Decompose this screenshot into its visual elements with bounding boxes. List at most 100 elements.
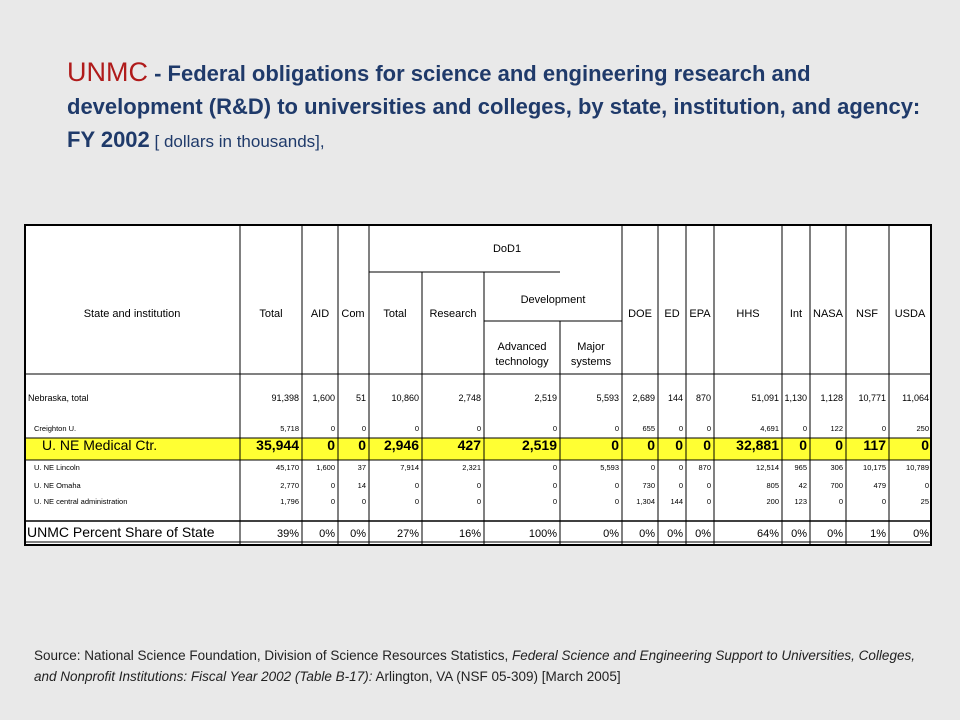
table-cell: 2,321	[462, 463, 481, 472]
row-name: U. NE Omaha	[34, 481, 82, 490]
header-hhs: HHS	[736, 308, 759, 320]
table-cell: 0	[327, 437, 335, 453]
table-cell: 0	[362, 424, 366, 433]
table-cell: 655	[642, 424, 655, 433]
header-total: Total	[259, 308, 282, 320]
table-cell: 0	[921, 437, 929, 453]
table-cell: 0	[331, 424, 335, 433]
table-cell: 0	[331, 497, 335, 506]
table-cell: 27%	[397, 528, 419, 540]
table-cell: 2,689	[632, 393, 655, 403]
row-name: U. NE Lincoln	[34, 463, 80, 472]
table-cell: 0%	[667, 528, 683, 540]
table-cell: 16%	[459, 528, 481, 540]
table-cell: 0%	[603, 528, 619, 540]
table-cell: 0	[362, 497, 366, 506]
table-cell: 10,175	[863, 463, 886, 472]
header-nasa: NASA	[813, 308, 844, 320]
source-note: Source: National Science Foundation, Div…	[34, 645, 924, 687]
title-unmc: UNMC	[67, 57, 148, 87]
table-cell: 1%	[870, 528, 886, 540]
table-cell: 0	[925, 481, 929, 490]
table-cell: 25	[921, 497, 929, 506]
table-cell: 0	[799, 437, 807, 453]
table-cell: 1,130	[784, 393, 807, 403]
table-cell: 1,128	[820, 393, 843, 403]
table-cell: 0	[707, 497, 711, 506]
table-cell: 2,519	[522, 437, 557, 453]
table-cell: 10,860	[391, 393, 419, 403]
header-technology: technology	[495, 356, 549, 368]
table-cell: 11,064	[902, 393, 929, 403]
header-advanced: Advanced	[498, 341, 547, 353]
table-cell: 0	[647, 437, 655, 453]
table-cell: 0	[675, 437, 683, 453]
table-cell: 0	[615, 497, 619, 506]
table-cell: 0%	[319, 528, 335, 540]
table-cell: 0	[882, 497, 886, 506]
row-name: U. NE central administration	[34, 497, 127, 506]
table-cell: 0%	[350, 528, 366, 540]
slide-title: UNMC - Federal obligations for science a…	[67, 56, 927, 158]
table-cell: 870	[698, 463, 711, 472]
table-cell: 0%	[639, 528, 655, 540]
table-cell: 700	[830, 481, 843, 490]
header-aid: AID	[311, 308, 329, 320]
table-cell: 32,881	[736, 437, 779, 453]
table-cell: 10,789	[906, 463, 929, 472]
table-cell: 122	[830, 424, 843, 433]
header-ed: ED	[664, 308, 679, 320]
row-name: U. NE Medical Ctr.	[42, 437, 157, 453]
table-cell: 0	[835, 437, 843, 453]
table-cell: 0	[331, 481, 335, 490]
header-epa: EPA	[689, 308, 711, 320]
table-cell: 0	[679, 463, 683, 472]
table-cell: 45,170	[276, 463, 299, 472]
table-cell: 42	[799, 481, 807, 490]
table-cell: 1,600	[316, 463, 335, 472]
title-units: [ dollars in thousands],	[149, 132, 325, 151]
source-suffix: Arlington, VA (NSF 05-309) [March 2005]	[372, 669, 621, 684]
table-cell: 5,593	[596, 393, 619, 403]
table-cell: 0	[553, 497, 557, 506]
header-doe: DOE	[628, 308, 652, 320]
header-int: Int	[790, 308, 802, 320]
table-cell: 0	[707, 481, 711, 490]
table-cell: 117	[863, 437, 886, 453]
table-cell: 5,718	[280, 424, 299, 433]
table-cell: 0	[477, 424, 481, 433]
table-cell: 4,691	[760, 424, 779, 433]
table-cell: 1,600	[312, 393, 335, 403]
table-cell: 51	[356, 393, 366, 403]
table-cell: 730	[642, 481, 655, 490]
header-dod: DoD1	[493, 243, 521, 255]
header-development: Development	[521, 294, 586, 306]
table-cell: 200	[766, 497, 779, 506]
obligations-table-grid: State and institution Total AID Com DOE ED EPA…	[24, 224, 932, 546]
table-cell: 39%	[277, 528, 299, 540]
table-cell: 965	[794, 463, 807, 472]
header-state: State and institution	[84, 308, 181, 320]
row-name: Nebraska, total	[28, 393, 89, 403]
table-cell: 0%	[913, 528, 929, 540]
table-cell: 51,091	[751, 393, 779, 403]
table-cell: 2,946	[384, 437, 419, 453]
table-cell: 100%	[529, 528, 557, 540]
table-cell: 1,304	[636, 497, 655, 506]
table-cell: 1,796	[280, 497, 299, 506]
table-cell: 0	[415, 497, 419, 506]
table-cell: 0%	[827, 528, 843, 540]
table-cell: 37	[358, 463, 366, 472]
table-cell: 0	[415, 481, 419, 490]
table-cell: 14	[358, 481, 366, 490]
table-cell: 427	[458, 437, 482, 453]
table-cell: 64%	[757, 528, 779, 540]
source-title: Federal Science and Engineering Support …	[34, 648, 915, 684]
table-cell: 91,398	[271, 393, 299, 403]
table-cell: 0%	[791, 528, 807, 540]
table-cell: 0	[477, 497, 481, 506]
table-cell: 0	[553, 481, 557, 490]
table-cell: 0	[651, 463, 655, 472]
table-cell: 0	[611, 437, 619, 453]
header-com: Com	[341, 308, 364, 320]
